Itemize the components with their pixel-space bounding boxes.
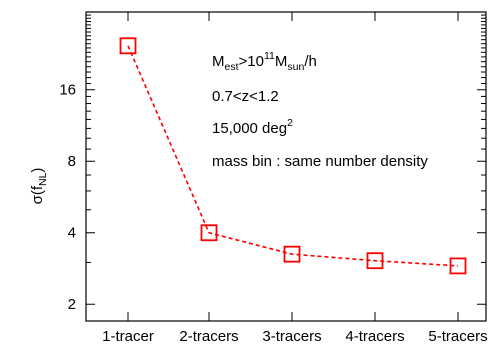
y-tick-label: 2 xyxy=(68,296,76,313)
series xyxy=(119,37,467,275)
x-tick-labels: 1-tracer 2-tracers 3-tracers 4-tracers 5-tra… xyxy=(102,328,487,345)
series-line xyxy=(127,45,459,267)
x-tick-label: 3-tracers xyxy=(262,328,321,345)
y-tick-label: 4 xyxy=(68,225,76,242)
y-axis-label-base: σ(f xyxy=(29,185,46,204)
data-point-marker xyxy=(449,257,467,275)
data-point-marker xyxy=(200,224,218,242)
annotation-area: 15,000 deg2 xyxy=(212,117,293,137)
data-point-marker xyxy=(366,252,384,270)
x-tick-label: 2-tracers xyxy=(179,328,238,345)
plot-frame xyxy=(85,11,487,322)
y-axis-label: σ(fNL) xyxy=(29,168,49,205)
axes xyxy=(85,11,487,322)
annotation-redshift: 0.7<z<1.2 xyxy=(212,88,279,105)
data-point-marker xyxy=(119,37,137,55)
y-tick-label: 8 xyxy=(68,153,76,170)
y-tick-labels: 2 4 8 16 xyxy=(59,82,76,313)
x-tick-label: 5-tracers xyxy=(428,328,487,345)
annotation-mass-bin: mass bin : same number density xyxy=(212,153,428,170)
y-axis-label-sub: NL xyxy=(37,172,49,186)
x-tick-label: 4-tracers xyxy=(345,328,404,345)
annotation-mass-cut: Mest>1011Msun/h xyxy=(212,50,317,73)
x-tick-label: 1-tracer xyxy=(102,328,154,345)
y-axis-label-close: ) xyxy=(29,168,46,173)
axis-ticks xyxy=(86,11,486,321)
annotations: Mest>1011Msun/h 0.7<z<1.2 15,000 deg2 ma… xyxy=(212,50,428,170)
y-tick-label: 16 xyxy=(59,82,76,99)
data-point-marker xyxy=(283,245,301,263)
